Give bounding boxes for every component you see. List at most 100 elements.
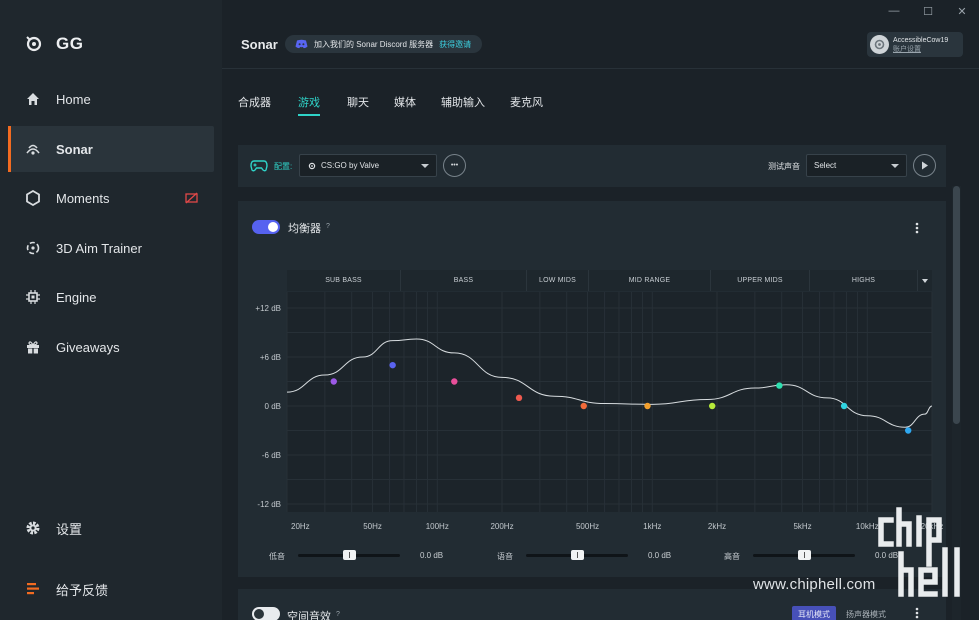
steelseries-logo-icon xyxy=(26,36,42,52)
voice-slider-thumb[interactable] xyxy=(571,550,584,560)
tab-synth[interactable]: 合成器 xyxy=(238,97,271,109)
gift-icon xyxy=(24,338,42,356)
equalizer-chart[interactable]: +12 dB +6 dB 0 dB -6 dB -12 dB 20Hz 50Hz 100Hz 2… xyxy=(238,292,946,542)
config-label: 配置: xyxy=(274,162,293,171)
tab-game[interactable]: 游戏 xyxy=(298,94,320,116)
help-icon[interactable]: ? xyxy=(326,223,330,230)
sidebar-item-label: 3D Aim Trainer xyxy=(56,240,142,256)
x-tick-label: 5kHz xyxy=(793,522,811,531)
watermark-url: www.chiphell.com xyxy=(753,576,876,593)
equalizer-menu-button[interactable] xyxy=(907,218,927,238)
play-test-sound-button[interactable] xyxy=(913,154,936,177)
sidebar-item-label: Moments xyxy=(56,190,110,206)
equalizer-toggle[interactable] xyxy=(252,220,280,234)
x-tick-label: 2kHz xyxy=(708,522,726,531)
bass-slider-label: 低音 xyxy=(269,552,285,561)
band-label: SUB BASS xyxy=(287,270,401,291)
sidebar-item-moments[interactable]: Moments xyxy=(8,175,214,221)
y-tick-label: 0 dB xyxy=(265,402,281,411)
sidebar-item-settings[interactable]: 设置 xyxy=(8,505,214,551)
chip-icon xyxy=(24,288,42,306)
close-icon[interactable]: ✕ xyxy=(957,5,967,18)
voice-slider-value: 0.0 dB xyxy=(648,551,672,560)
sidebar-item-home[interactable]: Home xyxy=(8,76,214,122)
sidebar-item-sonar[interactable]: Sonar xyxy=(8,126,214,172)
eq-band-handle[interactable] xyxy=(515,394,523,402)
moments-icon xyxy=(24,189,42,207)
y-tick-label: +6 dB xyxy=(260,353,281,362)
x-tick-label: 200Hz xyxy=(490,522,513,531)
aim-icon xyxy=(24,239,42,257)
account-name: AccessibleCow19 xyxy=(893,36,949,44)
eq-band-handle[interactable] xyxy=(330,378,337,385)
home-icon xyxy=(24,90,42,108)
kebab-menu-icon xyxy=(915,222,919,234)
x-tick-label: 10kHz xyxy=(856,522,879,531)
discord-invite-banner[interactable]: 加入我们的 Sonar Discord 服务器 获得邀请 xyxy=(285,35,482,53)
spatial-audio-toggle[interactable] xyxy=(252,607,280,620)
window-controls: — ☐ ✕ xyxy=(877,3,979,19)
tab-aux[interactable]: 辅助输入 xyxy=(441,97,485,109)
x-tick-label: 20kHz xyxy=(921,522,944,531)
account-menu[interactable]: AccessibleCow19 账户设置 xyxy=(867,32,963,57)
sidebar-item-label: Giveaways xyxy=(56,339,120,355)
treble-slider-thumb[interactable] xyxy=(798,550,811,560)
discord-icon xyxy=(295,39,308,49)
treble-slider-value: 0.0 dB xyxy=(875,551,899,560)
more-options-button[interactable]: ••• xyxy=(443,154,466,177)
minimize-icon[interactable]: — xyxy=(888,5,900,17)
tab-media[interactable]: 媒体 xyxy=(394,97,416,109)
maximize-icon[interactable]: ☐ xyxy=(923,5,933,18)
sidebar-item-3d-aim-trainer[interactable]: 3D Aim Trainer xyxy=(8,225,214,271)
spatial-menu-button[interactable] xyxy=(907,603,927,620)
discord-invite-text: 加入我们的 Sonar Discord 服务器 xyxy=(314,39,434,49)
eq-band-handle[interactable] xyxy=(389,361,396,369)
config-select[interactable]: CS:GO by Valve xyxy=(299,154,437,177)
eq-band-handle[interactable] xyxy=(451,378,458,385)
sidebar-item-engine[interactable]: Engine xyxy=(8,274,214,320)
test-sound-select[interactable]: Select xyxy=(806,154,907,177)
x-tick-label: 50Hz xyxy=(363,522,382,531)
sidebar-item-feedback[interactable]: 给予反馈 xyxy=(8,566,214,612)
sidebar-item-label: Home xyxy=(56,91,91,107)
eq-band-handle[interactable] xyxy=(709,402,716,410)
sonar-tabs: 合成器 游戏 聊天 媒体 辅助输入 麦克风 xyxy=(238,94,543,116)
voice-slider-label: 语音 xyxy=(497,552,513,561)
band-label: UPPER MIDS xyxy=(711,270,810,291)
eq-band-handle[interactable] xyxy=(776,382,783,389)
eq-band-handle[interactable] xyxy=(580,402,587,410)
chevron-down-icon xyxy=(891,164,899,168)
bands-dropdown-icon[interactable] xyxy=(918,270,932,291)
band-label: MID RANGE xyxy=(589,270,711,291)
headphone-mode-button[interactable]: 耳机模式 xyxy=(792,606,836,620)
app-logo-text: GG xyxy=(56,34,84,53)
x-tick-label: 1kHz xyxy=(643,522,661,531)
app-logo[interactable]: GG xyxy=(24,34,83,54)
test-sound-label: 测试声音 xyxy=(768,162,800,171)
play-icon xyxy=(921,161,928,170)
x-tick-label: 20Hz xyxy=(291,522,310,531)
eq-band-handle[interactable] xyxy=(840,402,848,410)
eq-band-handle[interactable] xyxy=(644,402,651,410)
discord-invite-link[interactable]: 获得邀请 xyxy=(439,39,472,49)
chevron-down-icon xyxy=(421,164,429,168)
scrollbar-thumb[interactable] xyxy=(953,186,960,424)
kebab-menu-icon xyxy=(915,607,919,619)
band-label: BASS xyxy=(401,270,527,291)
sidebar-item-label: Sonar xyxy=(56,141,93,157)
feedback-icon xyxy=(24,580,42,598)
sidebar-item-label: 设置 xyxy=(56,521,83,537)
frequency-bands: SUB BASS BASS LOW MIDS MID RANGE UPPER M… xyxy=(287,270,932,291)
help-icon[interactable]: ? xyxy=(336,611,340,618)
gamepad-icon xyxy=(250,160,268,172)
bass-slider-value: 0.0 dB xyxy=(420,551,444,560)
tab-chat[interactable]: 聊天 xyxy=(347,97,369,109)
sidebar-item-label: Engine xyxy=(56,289,97,305)
camera-off-icon xyxy=(185,191,198,209)
tab-mic[interactable]: 麦克风 xyxy=(510,97,543,109)
eq-band-handle[interactable] xyxy=(904,427,912,434)
speaker-mode-button[interactable]: 扬声器模式 xyxy=(846,609,886,619)
sidebar-item-giveaways[interactable]: Giveaways xyxy=(8,324,214,370)
account-settings-link[interactable]: 账户设置 xyxy=(893,45,921,53)
bass-slider-thumb[interactable] xyxy=(343,550,356,560)
